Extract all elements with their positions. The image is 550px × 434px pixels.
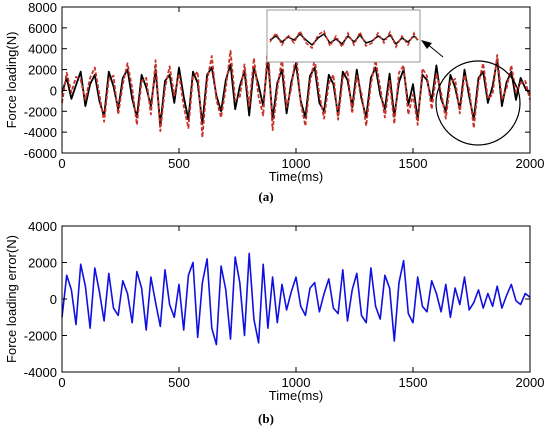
x-tick-label: 1500	[399, 156, 428, 171]
zoom-circle	[435, 60, 521, 146]
y-tick-label: 4000	[28, 42, 57, 57]
x-tick-label: 1000	[282, 375, 311, 390]
inset-overlay	[266, 9, 521, 146]
x-tick-label: 1500	[399, 375, 428, 390]
x-axis-label: Time(ms)	[269, 388, 323, 403]
y-axis-label: Force loading(N)	[4, 32, 19, 129]
series-line-1	[61, 56, 531, 127]
axes-frame	[61, 225, 531, 373]
x-tick-label: 0	[58, 156, 65, 171]
y-tick-label: 0	[50, 292, 57, 307]
inset-measured-line	[269, 29, 419, 50]
x-tick-label: 500	[168, 156, 190, 171]
x-tick-label: 2000	[516, 156, 545, 171]
y-tick-label: -2000	[24, 329, 57, 344]
y-tick-label: -4000	[24, 365, 57, 380]
x-tick-label: 1000	[282, 156, 311, 171]
x-tick-label: 2000	[516, 375, 545, 390]
y-tick-label: 6000	[28, 21, 57, 36]
series-line-1	[61, 252, 531, 346]
x-tick-label: 500	[168, 375, 190, 390]
chart-panel-b: 0 500 1000 1500 2000 -4000 -2000 0 2000 4000 Time(…	[4, 219, 544, 426]
zoom-arrow-head	[421, 40, 432, 49]
x-tick-label: 0	[58, 375, 65, 390]
y-tick-label: -4000	[24, 125, 57, 140]
y-tick-label: 4000	[28, 219, 57, 234]
panel-label: (b)	[258, 411, 274, 426]
y-tick-label: -2000	[24, 104, 57, 119]
y-tick-label: 2000	[28, 63, 57, 78]
panel-label: (a)	[258, 189, 273, 204]
inset-box	[266, 9, 421, 63]
y-tick-label: 8000	[28, 0, 57, 15]
y-tick-label: 0	[50, 83, 57, 98]
y-tick-label: -6000	[24, 146, 57, 161]
x-axis-label: Time(ms)	[269, 169, 323, 184]
y-tick-label: 2000	[28, 256, 57, 271]
y-axis-label: Force loading error(N)	[4, 235, 19, 363]
